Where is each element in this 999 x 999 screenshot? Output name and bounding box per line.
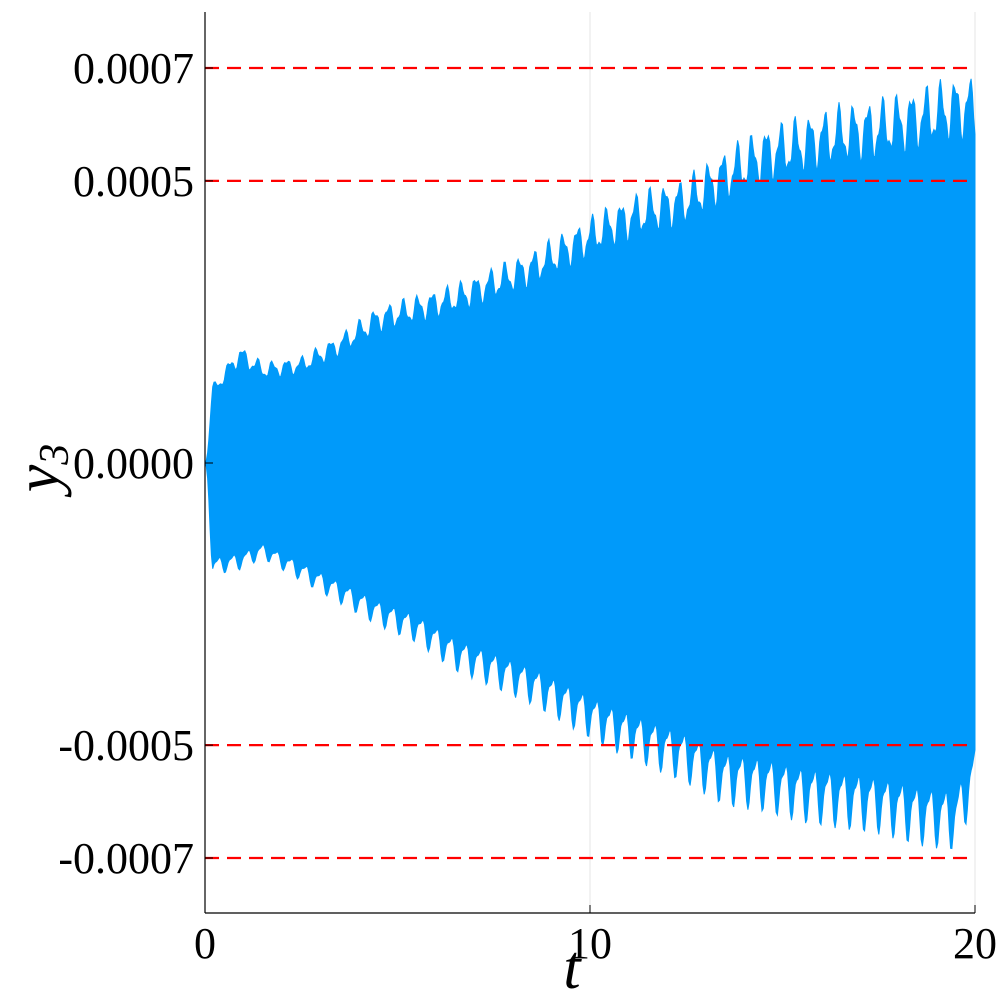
x-tick-label-0: 0 — [194, 919, 216, 968]
y-tick-label-0: 0.0007 — [73, 44, 194, 93]
x-axis-label-text: t — [563, 934, 582, 999]
x-tick-label-1: 10 — [568, 919, 612, 968]
x-tick-label-2: 20 — [953, 919, 997, 968]
y-tick-label-4: -0.0007 — [58, 834, 194, 883]
y-tick-label-1: 0.0005 — [73, 157, 194, 206]
reference-lines — [205, 66, 975, 860]
series-layer — [204, 78, 976, 850]
x-axis-label: t — [563, 934, 582, 999]
series-signal-envelope — [204, 78, 976, 850]
svg-text:y3: y3 — [4, 444, 78, 499]
y-axis-label-subscript: 3 — [32, 444, 78, 466]
y-axis-label: y3 — [4, 444, 78, 499]
y-tick-label-2: 0.0000 — [73, 439, 194, 488]
y-axis-label-text: y — [4, 464, 72, 498]
tick-labels: 0 10 20 0.0007 0.0005 0.0000 -0.0005 -0.0007 — [58, 44, 997, 968]
y-tick-label-3: -0.0005 — [58, 721, 194, 770]
